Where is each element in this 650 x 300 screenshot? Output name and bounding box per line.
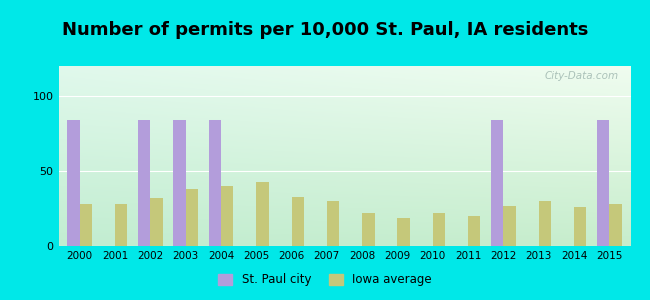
- Bar: [397, 218, 410, 246]
- Bar: [491, 120, 503, 246]
- Bar: [292, 196, 304, 246]
- Bar: [539, 201, 551, 246]
- Bar: [597, 120, 609, 246]
- Bar: [503, 206, 515, 246]
- Bar: [115, 204, 127, 246]
- Bar: [174, 120, 186, 246]
- Bar: [468, 216, 480, 246]
- Bar: [221, 186, 233, 246]
- Text: Number of permits per 10,000 St. Paul, IA residents: Number of permits per 10,000 St. Paul, I…: [62, 21, 588, 39]
- Legend: St. Paul city, Iowa average: St. Paul city, Iowa average: [213, 269, 437, 291]
- Bar: [256, 182, 268, 246]
- Text: City-Data.com: City-Data.com: [545, 71, 619, 81]
- Bar: [609, 204, 621, 246]
- Bar: [433, 213, 445, 246]
- Bar: [68, 120, 80, 246]
- Bar: [209, 120, 221, 246]
- Bar: [574, 207, 586, 246]
- Bar: [150, 198, 162, 246]
- Bar: [327, 201, 339, 246]
- Bar: [80, 204, 92, 246]
- Bar: [362, 213, 374, 246]
- Bar: [138, 120, 150, 246]
- Bar: [186, 189, 198, 246]
